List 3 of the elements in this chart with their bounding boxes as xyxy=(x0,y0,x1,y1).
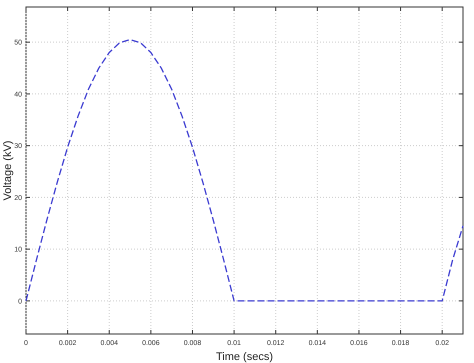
y-axis-title: Voltage (kV) xyxy=(2,140,14,200)
line-series xyxy=(25,38,464,302)
x-axis-title: Time (secs) xyxy=(216,351,274,363)
